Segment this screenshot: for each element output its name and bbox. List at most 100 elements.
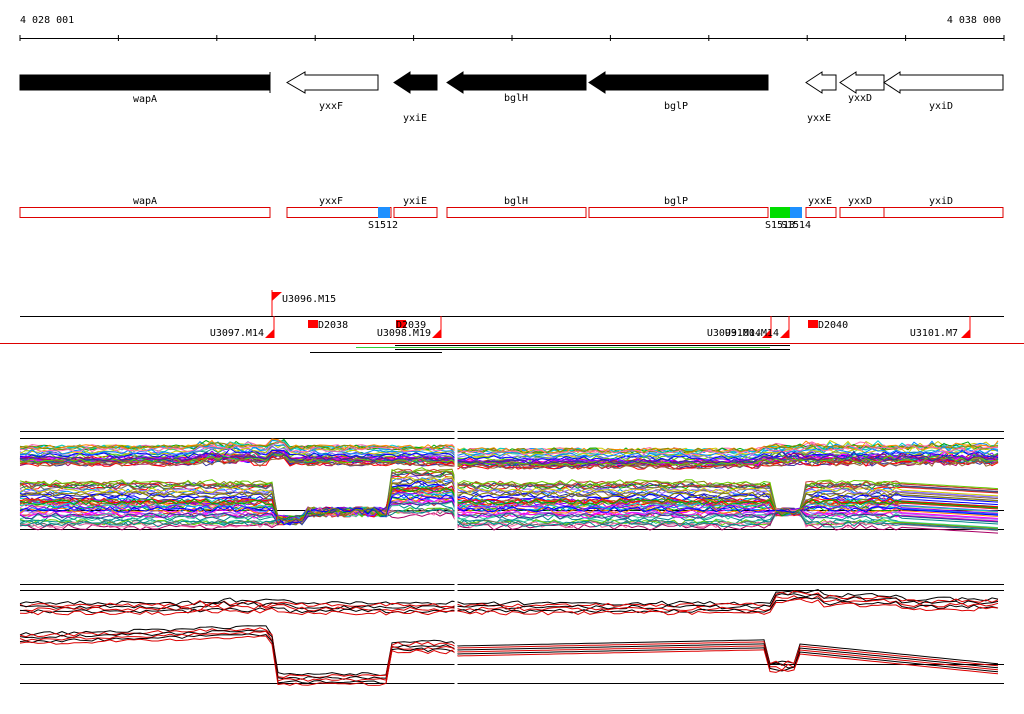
site-label: S1513	[765, 220, 795, 231]
transcription-unit-lines	[310, 345, 790, 353]
upshift-label: U3100.M14	[725, 328, 779, 339]
summary-profiles-track	[19, 580, 1004, 690]
region-label: bglH	[504, 196, 528, 207]
profile-line-upper	[19, 441, 999, 456]
summary-line-lower	[19, 635, 999, 686]
region-wapA[interactable]: wapA	[19, 196, 271, 218]
region-yxiE[interactable]: yxiE	[393, 196, 438, 218]
summary-line-lower	[19, 633, 999, 685]
summary-line-upper	[19, 598, 999, 616]
region-label: bglP	[664, 196, 688, 207]
profile-line-lower	[19, 475, 999, 524]
profile-line-lower	[19, 480, 999, 526]
profile-line-upper	[19, 438, 999, 454]
region-track: wapA yxxF yxiE bglH bglP yxxE yxxD yxiD	[19, 196, 1004, 231]
summary-line-lower	[19, 630, 999, 682]
region-yxxE[interactable]: yxxE	[805, 196, 837, 218]
profile-line-upper	[19, 452, 999, 466]
upshift-U3096-M15[interactable]: U3096.M15	[271, 290, 336, 316]
profile-line-lower	[19, 471, 999, 525]
profile-line-lower	[19, 506, 999, 534]
summary-line-upper	[19, 593, 999, 610]
site-label: S1512	[368, 220, 398, 231]
upshift-U3101-M7[interactable]: U3101.M7	[910, 316, 971, 339]
profile-line-lower	[19, 507, 999, 531]
gene-yxiE[interactable]: yxiE	[393, 71, 438, 124]
gene-label: yxxD	[848, 93, 872, 104]
region-yxxD[interactable]: yxxD	[839, 196, 885, 218]
profile-line-lower	[19, 467, 999, 526]
gene-bglP[interactable]: bglP	[588, 71, 769, 112]
upshift-label: U3098.M19	[377, 328, 431, 339]
summary-line-upper	[19, 595, 999, 612]
profile-line-lower	[19, 476, 999, 524]
gene-track: wapA yxxF yxiE bglH bglP yxxE yxxD yxiD	[19, 71, 1004, 124]
profile-line-lower	[19, 477, 999, 526]
profile-line-lower	[19, 506, 999, 532]
site-S1512[interactable]: S1512	[368, 207, 398, 231]
expression-profiles-track	[19, 425, 1004, 535]
region-label: yxxF	[319, 196, 343, 207]
summary-line-lower	[19, 625, 999, 677]
upshift-U3097-M14[interactable]: U3097.M14	[210, 316, 275, 339]
profile-line-lower	[19, 487, 999, 524]
profile-line-lower	[19, 502, 999, 525]
region-label: wapA	[133, 196, 157, 207]
gene-wapA[interactable]: wapA	[19, 72, 271, 105]
profile-line-lower	[19, 507, 999, 530]
ruler-start-label: 4 028 001	[20, 15, 74, 26]
upshift-U3098-M19[interactable]: U3098.M19	[377, 316, 442, 339]
profile-line-lower	[19, 486, 999, 521]
gene-yxiD[interactable]: yxiD	[883, 71, 1004, 112]
region-label: yxiE	[403, 196, 427, 207]
downshift-label: D2038	[318, 320, 348, 331]
upshift-label: U3096.M15	[282, 294, 336, 305]
profile-line-upper	[19, 455, 999, 470]
gene-bglH[interactable]: bglH	[446, 71, 587, 104]
gene-label: yxiD	[929, 101, 953, 112]
summary-line-upper	[19, 596, 999, 614]
gene-label: bglH	[504, 93, 528, 104]
profile-line-lower	[19, 493, 999, 526]
shift-track: U3096.M15 U3097.M14 D2038 D2039 U3098.M1…	[0, 290, 1024, 353]
gene-yxxE[interactable]: yxxE	[805, 71, 837, 124]
summary-line-lower	[19, 629, 999, 680]
gene-label: yxxF	[319, 101, 343, 112]
upshift-label: U3099.M14	[707, 328, 761, 339]
region-label: yxiD	[929, 196, 953, 207]
gene-label: yxxE	[807, 113, 831, 124]
site-label: S1514	[781, 220, 811, 231]
downshift-D2040[interactable]: D2040	[808, 320, 848, 331]
coordinate-ruler: 4 028 001 4 038 000	[19, 15, 1005, 41]
gene-yxxD[interactable]: yxxD	[839, 71, 885, 104]
region-yxxF[interactable]: yxxF	[286, 196, 392, 218]
gene-yxxF[interactable]: yxxF	[286, 71, 379, 112]
profile-line-upper	[19, 442, 999, 458]
upshift-U3100-M14[interactable]: U3100.M14	[725, 316, 790, 339]
downshift-label: D2040	[818, 320, 848, 331]
region-yxiD[interactable]: yxiD	[883, 196, 1004, 218]
gene-label: yxiE	[403, 113, 427, 124]
downshift-D2038[interactable]: D2038	[308, 320, 348, 331]
profile-line-upper	[19, 450, 999, 465]
gene-label: bglP	[664, 101, 688, 112]
profile-line-upper	[19, 450, 999, 465]
upshift-U3099-M14[interactable]: U3099.M14	[707, 316, 772, 339]
region-label: yxxE	[808, 196, 832, 207]
gene-label: wapA	[133, 94, 157, 105]
profile-line-lower	[19, 485, 999, 526]
profile-line-lower	[19, 500, 999, 526]
region-bglH[interactable]: bglH	[446, 196, 587, 218]
downshift-D2039[interactable]: D2039	[396, 320, 426, 331]
region-bglP[interactable]: bglP	[588, 196, 769, 218]
profile-line-lower	[19, 479, 999, 522]
site-S1513[interactable]: S1513	[765, 207, 795, 231]
profile-line-lower	[19, 490, 999, 522]
downshift-label: D2039	[396, 320, 426, 331]
region-label: yxxD	[848, 196, 872, 207]
profile-line-lower	[19, 492, 999, 523]
profile-line-lower	[19, 501, 999, 523]
site-S1514[interactable]: S1514	[781, 207, 811, 231]
ruler-end-label: 4 038 000	[947, 15, 1001, 26]
